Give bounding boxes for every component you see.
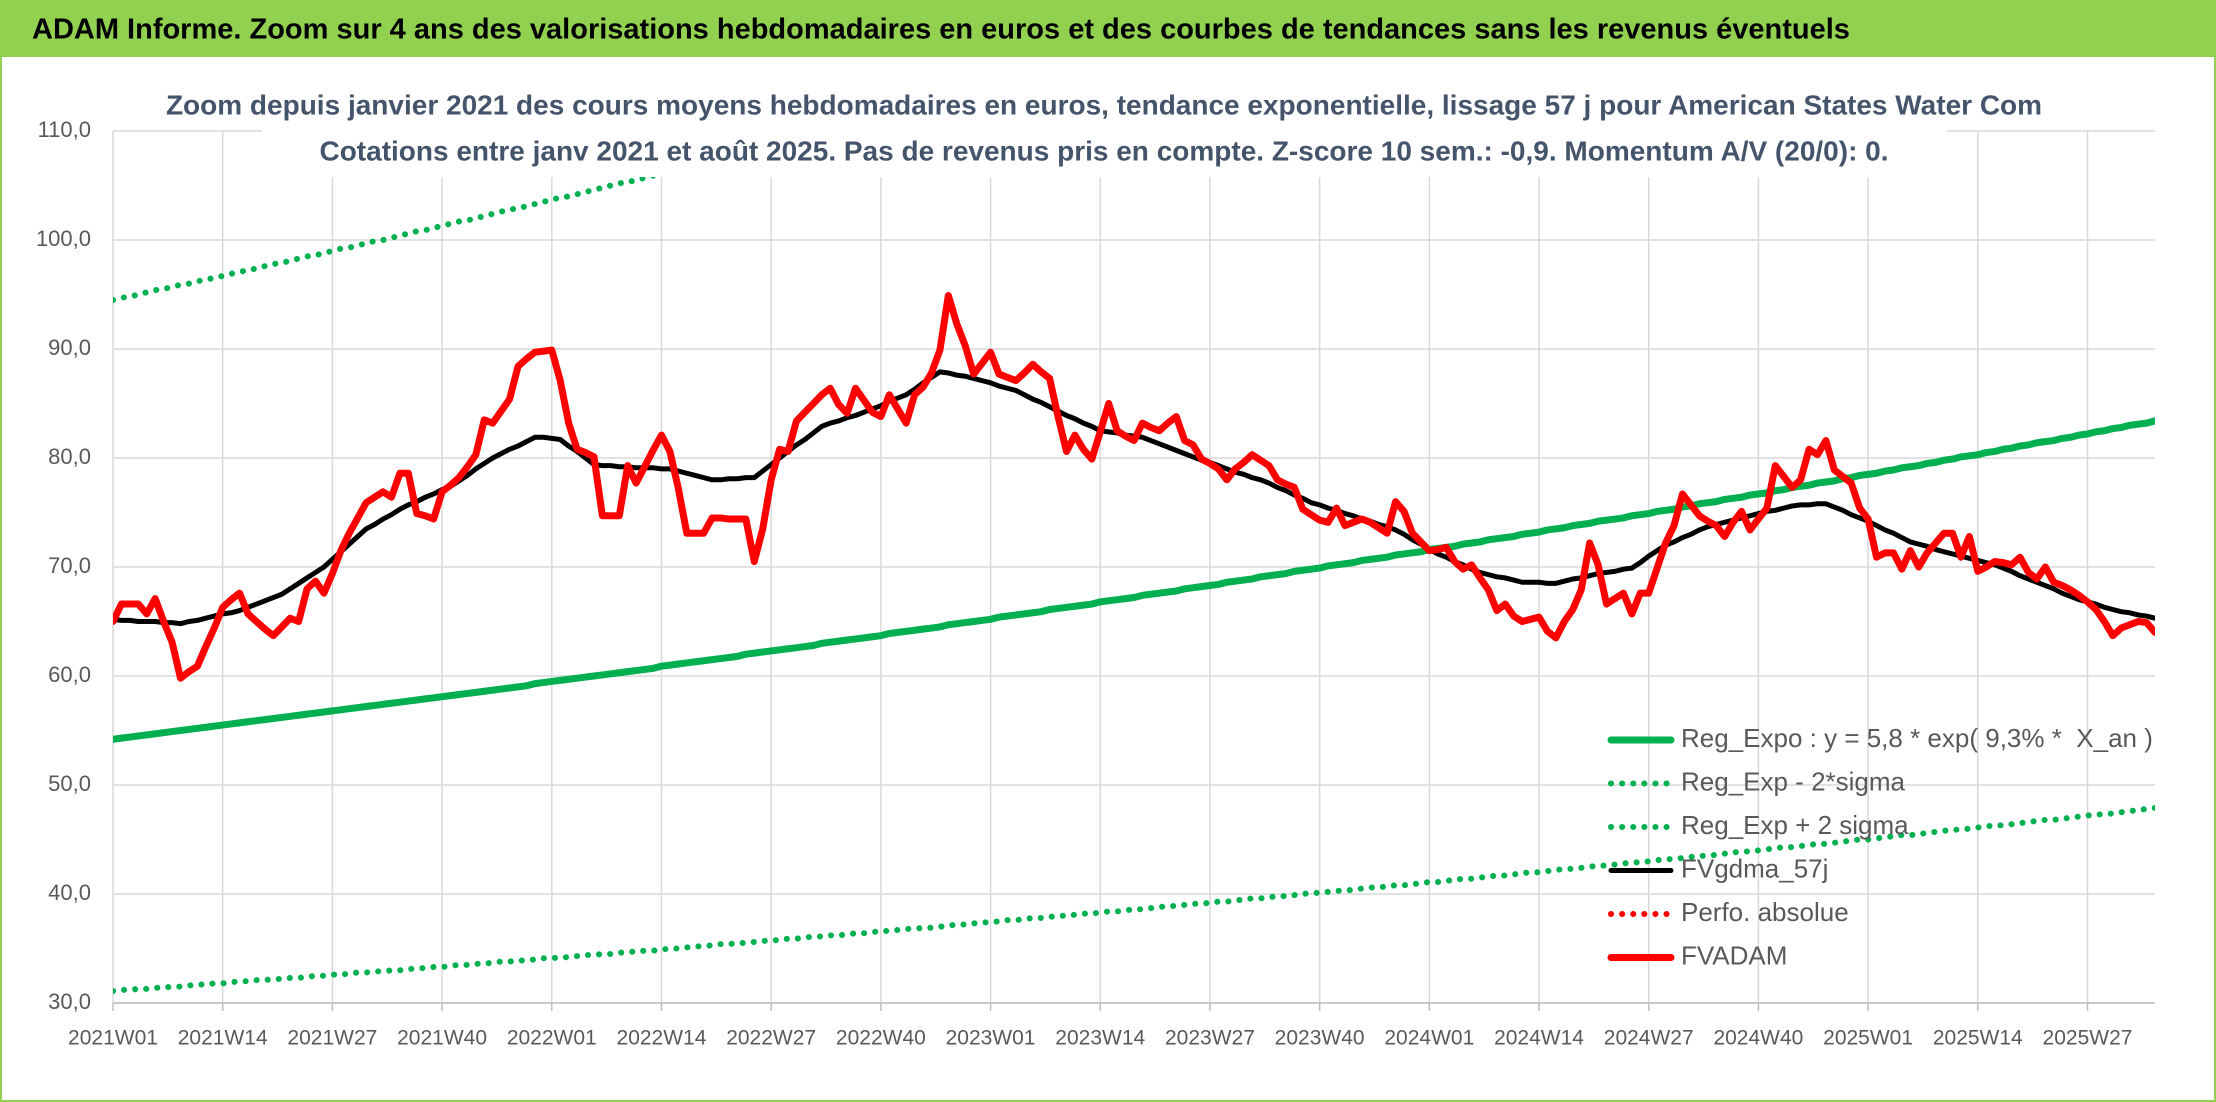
legend-label: Reg_Expo : y = 5,8 * exp( 9,3% * X_an ) [1681, 723, 2153, 753]
x-tick-label: 2024W14 [1494, 1027, 1584, 1050]
subtitle: Cotations entre janv 2021 et août 2025. … [319, 135, 1888, 166]
x-tick-label: 2025W27 [2043, 1027, 2133, 1050]
series-layer [113, 131, 2155, 995]
y-tick-label: 110,0 [38, 117, 91, 142]
legend-label: Perfo. absolue [1681, 897, 1849, 927]
grid: 30,0 40,0 50,0 60,0 70,0 80,0 90,0 100,0 110,0 20… [36, 117, 2155, 1050]
header-bar [0, 0, 2216, 57]
x-tick-label: 2022W40 [836, 1027, 926, 1050]
y-tick-label: 60,0 [48, 662, 91, 687]
y-tick-label: 70,0 [48, 553, 91, 578]
legend-label: FVADAM [1681, 940, 1787, 970]
legend-label: Reg_Exp - 2*sigma [1681, 766, 1906, 796]
x-tick-label: 2022W14 [617, 1027, 707, 1050]
x-tick-label: 2024W40 [1713, 1027, 1803, 1050]
x-tick-label: 2023W27 [1165, 1027, 1255, 1050]
x-tick-label: 2021W14 [178, 1027, 268, 1050]
legend: Reg_Expo : y = 5,8 * exp( 9,3% * X_an ) R… [1607, 723, 2153, 970]
x-tick-label: 2021W01 [68, 1027, 158, 1050]
series-line [113, 804, 2155, 995]
y-tick-label: 40,0 [48, 880, 91, 905]
x-tick-label: 2024W27 [1604, 1027, 1694, 1050]
subtitle: Zoom depuis janvier 2021 des cours moyen… [166, 89, 2042, 120]
y-tick-label: 30,0 [48, 989, 91, 1014]
y-tick-label: 100,0 [36, 226, 91, 251]
x-tick-label: 2022W01 [507, 1027, 597, 1050]
series-line [113, 292, 2155, 682]
x-tick-label: 2021W40 [397, 1027, 487, 1050]
page-title: ADAM Informe. Zoom sur 4 ans des valoris… [32, 14, 1850, 46]
x-tick-label: 2023W40 [1275, 1027, 1365, 1050]
y-tick-label: 80,0 [48, 444, 91, 469]
subtitle-box [262, 85, 1947, 177]
x-tick-label: 2023W01 [946, 1027, 1036, 1050]
x-tick-label: 2025W01 [1823, 1027, 1913, 1050]
x-tick-label: 2024W01 [1384, 1027, 1474, 1050]
series-line [113, 417, 2155, 743]
y-tick-label: 90,0 [48, 335, 91, 360]
x-tick-label: 2022W27 [726, 1027, 816, 1050]
y-tick-label: 50,0 [48, 771, 91, 796]
x-tick-label: 2021W27 [287, 1027, 377, 1050]
x-tick-label: 2023W14 [1055, 1027, 1145, 1050]
legend-label: Reg_Exp + 2 sigma [1681, 810, 1909, 840]
legend-label: FVgdma_57j [1681, 853, 1828, 883]
x-tick-label: 2025W14 [1933, 1027, 2023, 1050]
